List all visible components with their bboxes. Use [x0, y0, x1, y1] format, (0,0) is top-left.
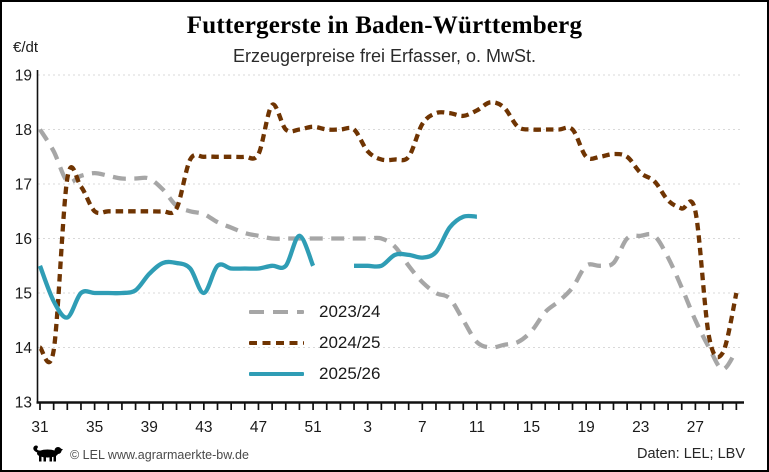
y-tick-label: 18 [15, 122, 32, 139]
x-tick-label: 19 [578, 419, 595, 436]
bw-lion-logo [33, 445, 63, 462]
x-tick-label: 31 [31, 419, 48, 436]
legend-label: 2023/24 [319, 301, 381, 321]
source-text: Daten: LEL; LBV [636, 446, 745, 462]
copyright-text: © LEL www.agrarmaerkte-bw.de [70, 447, 249, 462]
legend-item-2023-24: 2023/24 [249, 296, 380, 327]
legend-line-sample [249, 371, 304, 376]
legend-line-sample [249, 309, 304, 314]
series-line-2025-26 [37, 233, 316, 320]
y-tick-label: 15 [15, 286, 32, 303]
y-tick-label: 13 [15, 395, 32, 412]
x-tick-label: 11 [469, 419, 485, 436]
x-tick-label: 51 [304, 419, 321, 436]
x-tick-label: 39 [141, 419, 158, 436]
y-tick-label: 16 [15, 231, 32, 248]
x-tick-label: 15 [523, 419, 540, 436]
x-tick-label: 47 [250, 419, 267, 436]
legend-label: 2024/25 [319, 332, 381, 352]
chart-legend: 2023/24 2024/25 2025/26 [249, 296, 380, 389]
chart-subtitle: Erzeugerpreise frei Erfasser, o. MwSt. [232, 46, 537, 66]
y-tick-label: 17 [15, 177, 32, 194]
x-tick-label: 23 [632, 419, 649, 436]
chart-title: Futtergerste in Baden-Württemberg [186, 12, 583, 39]
x-tick-label: 7 [418, 419, 427, 436]
legend-line-sample [249, 340, 304, 345]
y-tick-label: 14 [15, 340, 33, 357]
x-tick-label: 3 [363, 419, 372, 436]
legend-label: 2025/26 [319, 363, 381, 383]
y-axis-unit-label: €/dt [13, 39, 39, 56]
footer-copyright: © LEL www.agrarmaerkte-bw.de [31, 445, 249, 464]
x-tick-label: 43 [195, 419, 212, 436]
x-tick-label: 27 [687, 419, 704, 436]
x-tick-label: 35 [86, 419, 103, 436]
series-line-2023-24 [38, 128, 739, 372]
legend-item-2024-25: 2024/25 [249, 327, 380, 358]
legend-item-2025-26: 2025/26 [249, 358, 380, 389]
series-line-2025-26 [353, 213, 478, 269]
series-line-2024-25 [37, 100, 739, 365]
y-tick-label: 19 [15, 68, 32, 85]
